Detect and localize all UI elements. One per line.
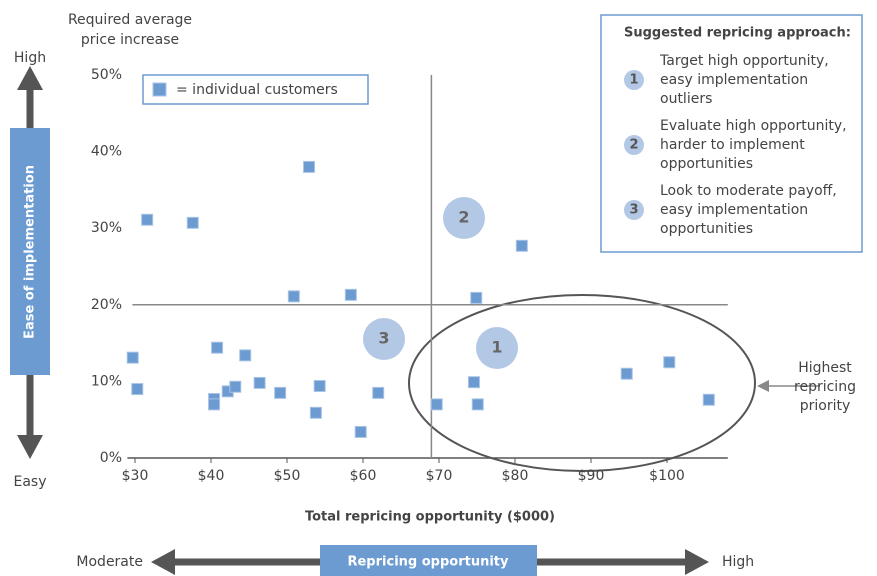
ease-label: Ease of implementation [23,165,38,339]
x-tick-label: $80 [502,468,529,484]
axis-label-box [320,545,537,576]
callout-text: priority [800,398,851,414]
data-point [354,425,367,438]
zone-number: 3 [378,329,389,348]
sidebar-title: Suggested repricing approach: [624,26,851,41]
ease-easy: Easy [13,474,46,490]
data-point [229,380,242,393]
data-point [239,349,252,362]
step-text: easy implementation [660,72,808,88]
step-text: Evaluate high opportunity, [660,118,847,134]
step-number: 3 [629,203,638,218]
data-point [663,356,676,369]
data-point [274,386,287,399]
callout-text: repricing [794,379,856,395]
callout-text: Highest [798,360,852,376]
y-axis-title: price increase [81,32,179,48]
zone-number: 2 [458,208,469,227]
x-tick-label: $70 [426,468,453,484]
x-tick-label: $50 [274,468,301,484]
data-point [471,398,484,411]
step-text: outliers [660,91,712,107]
step-text: opportunities [660,221,753,237]
step-text: opportunities [660,156,753,172]
y-tick-label: 10% [91,373,122,389]
data-point [126,351,139,364]
x-tick-label: $100 [649,468,685,484]
data-point [515,239,528,252]
y-axis-title: Required average [68,12,192,28]
data-point [620,367,633,380]
step-text: easy implementation [660,202,808,218]
zone-circle [476,327,518,369]
zone-circle [443,197,485,239]
x-tick-label: $40 [198,468,225,484]
sidebar-box [600,14,863,253]
step-text: Target high opportunity, [659,53,829,69]
step-circle [624,70,644,90]
ease-high: High [14,50,46,66]
y-tick-label: 0% [100,450,122,466]
step-circle [624,135,644,155]
step-number: 2 [629,138,638,153]
y-tick-label: 30% [91,220,122,236]
y-tick-label: 20% [91,297,122,313]
data-point [211,341,224,354]
priority-ellipse [408,294,756,472]
step-circle [624,200,644,220]
step-text: Look to moderate payoff, [660,183,837,199]
x-axis-title: Total repricing opportunity ($000) [305,510,555,525]
data-point [467,376,480,389]
data-point [253,376,266,389]
data-point [430,398,443,411]
legend-box [142,74,369,105]
zone-number: 1 [491,338,502,357]
legend-swatch [152,82,167,97]
opp-label: Repricing opportunity [347,555,509,570]
step-text: harder to implement [660,137,805,153]
opp-moderate: Moderate [76,554,143,570]
x-tick-label: $60 [350,468,377,484]
data-point [309,406,322,419]
zone-circle [363,318,405,360]
y-tick-label: 40% [91,144,122,160]
x-tick-label: $30 [122,468,149,484]
data-point [313,379,326,392]
data-point [287,290,300,303]
x-tick-label: $90 [578,468,605,484]
legend-label: = individual customers [176,82,338,98]
axis-label-box [10,128,50,375]
data-point [344,288,357,301]
data-point [303,160,316,173]
data-point [141,213,154,226]
step-number: 1 [629,73,638,88]
data-point [186,216,199,229]
data-point [470,291,483,304]
data-point [372,386,385,399]
data-point [131,383,144,396]
data-point [208,398,221,411]
y-tick-label: 50% [91,67,122,83]
data-point [702,393,715,406]
opp-high: High [722,554,754,570]
